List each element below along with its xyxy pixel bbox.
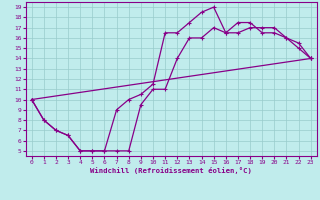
- X-axis label: Windchill (Refroidissement éolien,°C): Windchill (Refroidissement éolien,°C): [90, 167, 252, 174]
